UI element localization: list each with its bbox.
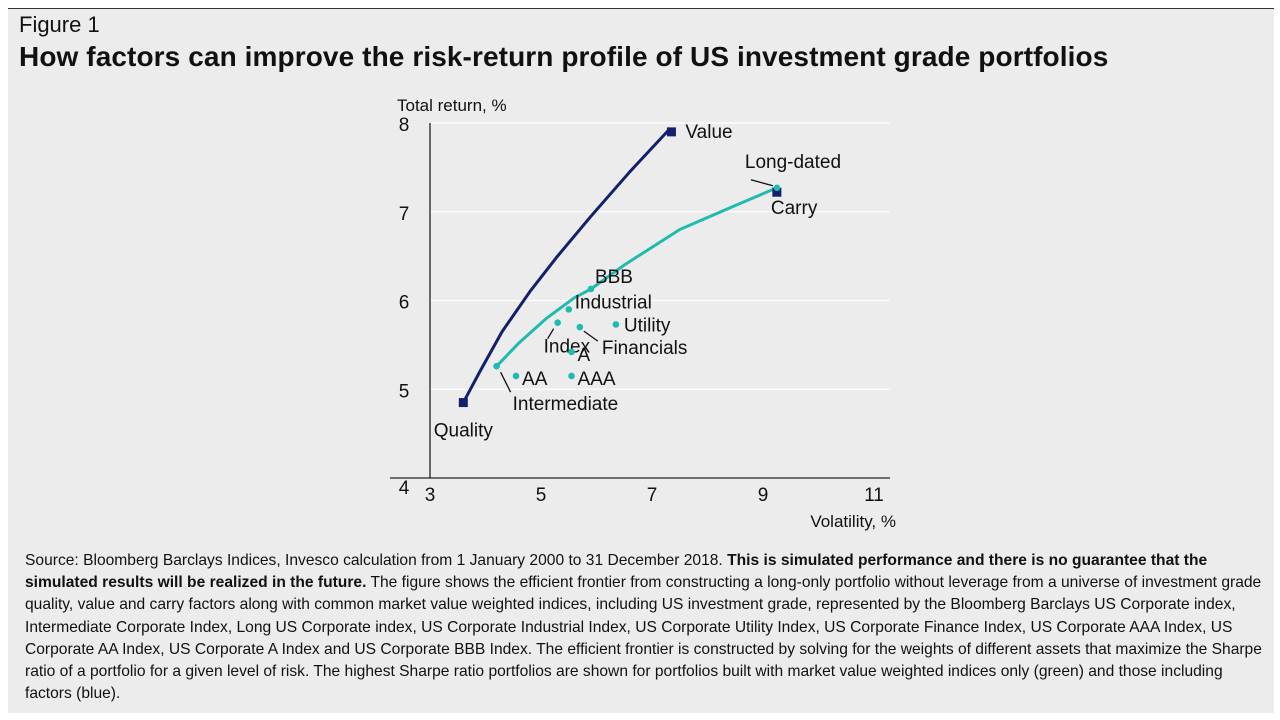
source-description: The figure shows the efficient frontier … <box>25 574 1262 703</box>
point-label-industrial: Industrial <box>575 292 652 313</box>
point-industrial <box>565 306 573 313</box>
point-a <box>568 348 575 356</box>
point-aaa <box>568 372 575 380</box>
y-tick-label: 5 <box>399 381 410 402</box>
leader-financials <box>583 330 599 342</box>
leader-intermediate <box>500 371 512 393</box>
figure-label: Figure 1 <box>19 12 100 37</box>
x-tick-label: 5 <box>536 485 547 506</box>
point-label-index: Index <box>544 337 591 358</box>
source-disclaimer: This is simulated performance and there … <box>25 552 1208 592</box>
point-intermediate <box>493 362 500 370</box>
point-label-a: A <box>578 345 591 366</box>
source-intro: Source: Bloomberg Barclays Indices, Inve… <box>25 552 723 569</box>
point-label-aa: AA <box>522 369 548 390</box>
x-tick-label: 9 <box>758 485 769 506</box>
x-tick-label: 3 <box>425 485 436 506</box>
source-note: Source: Bloomberg Barclays Indices, Inve… <box>25 550 1267 705</box>
point-label-quality: Quality <box>434 421 494 442</box>
risk-return-chart: 4 5 6 7 8 3 5 7 9 11 Total return, % Volatility, % V… <box>390 96 896 531</box>
leader-long-dated <box>750 179 774 187</box>
point-label-value: Value <box>685 122 732 143</box>
y-axis-title: Total return, % <box>397 96 507 115</box>
point-label-long-dated: Long-dated <box>745 152 841 173</box>
figure-panel <box>8 8 1274 713</box>
point-carry <box>772 187 782 197</box>
x-axis-title: Volatility, % <box>810 512 896 531</box>
point-index <box>554 319 561 326</box>
point-quality <box>458 398 468 408</box>
x-tick-label: 7 <box>647 485 658 506</box>
point-label-intermediate: Intermediate <box>513 394 619 415</box>
point-label-bbb: BBB <box>595 267 633 288</box>
point-label-carry: Carry <box>771 198 818 219</box>
point-aa <box>512 372 520 380</box>
figure-title: How factors can improve the risk-return … <box>19 41 1109 72</box>
y-tick-label: 4 <box>399 478 410 499</box>
point-label-financials: Financials <box>602 338 688 359</box>
y-tick-label: 8 <box>399 115 410 136</box>
y-tick-label: 6 <box>399 293 410 314</box>
point-utility <box>612 321 620 328</box>
point-value <box>666 127 676 137</box>
point-bbb <box>587 285 595 293</box>
point-label-aaa: AAA <box>578 369 616 390</box>
x-tick-label: 11 <box>864 485 884 506</box>
point-financials <box>576 323 584 331</box>
point-long-dated <box>773 184 781 192</box>
leader-index <box>547 328 555 340</box>
point-label-utility: Utility <box>624 315 671 336</box>
factors-frontier-line <box>461 128 671 405</box>
y-tick-label: 7 <box>399 204 410 225</box>
